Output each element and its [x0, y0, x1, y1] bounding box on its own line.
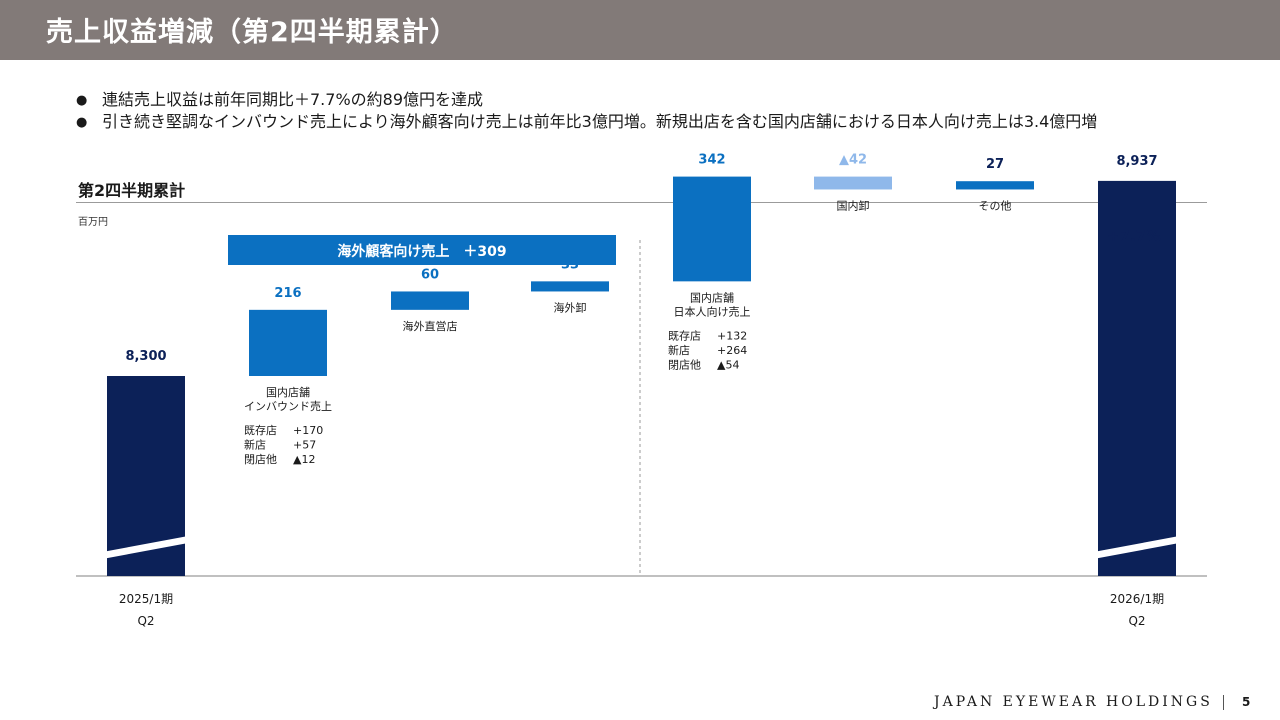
footer-brand-logo: JAPAN EYEWEAR HOLDINGS: [934, 694, 1213, 710]
bar-delta-overseas_wholesale: [531, 281, 609, 292]
title-bar: 売上収益増減（第2四半期累計）: [0, 0, 1280, 60]
detail-label: 既存店: [244, 423, 277, 437]
bar-delta-inbound: [249, 309, 327, 376]
value-label: 60: [421, 267, 439, 282]
page-title: 売上収益増減（第2四半期累計）: [46, 17, 458, 48]
category-label: Q2: [137, 614, 154, 628]
detail-label: 既存店: [668, 328, 701, 342]
bullet-marker: ●: [76, 93, 88, 108]
unit-label: 百万円: [78, 217, 108, 228]
category-label: 国内店舗: [266, 385, 310, 399]
section-divider: [76, 202, 1207, 203]
bar-delta-other: [956, 181, 1034, 190]
category-label: 海外卸: [554, 300, 587, 314]
bar-delta-domestic_jp: [673, 176, 751, 282]
footer-divider: [1223, 695, 1224, 710]
category-label: 海外直営店: [403, 319, 458, 333]
detail-label: 新店: [244, 438, 266, 452]
axis-break-mark: [97, 534, 199, 560]
category-label: インバウンド売上: [244, 400, 332, 413]
value-label: 342: [698, 153, 725, 168]
value-label: 27: [986, 157, 1004, 172]
summary-bullet-1: ● 連結売上収益は前年同期比＋7.7%の約89億円を達成: [76, 86, 483, 110]
category-label: Q2: [1128, 614, 1145, 628]
value-label: 8,937: [1116, 154, 1157, 169]
section-title: 第2四半期累計: [78, 181, 186, 200]
category-label: その他: [979, 199, 1012, 212]
detail-label: 新店: [668, 343, 690, 357]
bullet-text: 連結売上収益は前年同期比＋7.7%の約89億円を達成: [102, 90, 484, 109]
category-label: 日本人向け売上: [674, 304, 751, 318]
bullet-marker: ●: [76, 115, 88, 130]
growth-annotation: +7.7%: [1107, 227, 1161, 245]
bar-delta-domestic_wholesale: [814, 176, 892, 190]
group-annotation-text: 海外顧客向け売上 ＋309: [337, 243, 506, 260]
value-label: 216: [274, 286, 301, 301]
detail-value: +57: [293, 439, 316, 452]
detail-label: 閉店他: [244, 452, 277, 466]
summary-bullet-2: ● 引き続き堅調なインバウンド売上により海外顧客向け売上は前年比3億円増。新規出店…: [76, 108, 1097, 132]
detail-value: +264: [717, 344, 747, 357]
bar-total-end: [1098, 180, 1176, 576]
value-label: ▲42: [839, 153, 867, 168]
detail-value: +132: [717, 329, 747, 342]
bar-delta-overseas_direct: [391, 291, 469, 310]
detail-label: 閉店他: [668, 357, 701, 371]
detail-value: ▲12: [293, 453, 315, 466]
category-label: 国内卸: [837, 198, 870, 212]
detail-value: ▲54: [717, 358, 739, 371]
group-annotation-banner: [228, 235, 616, 265]
bullet-text: 引き続き堅調なインバウンド売上により海外顧客向け売上は前年比3億円増。新規出店を…: [102, 112, 1098, 131]
value-label: 8,300: [125, 349, 166, 364]
page-number: 5: [1242, 695, 1251, 709]
category-label: 2026/1期: [1110, 592, 1164, 606]
category-label: 国内店舗: [690, 290, 734, 304]
axis-break-mark: [1088, 534, 1190, 560]
category-label: 2025/1期: [119, 592, 173, 606]
detail-value: +170: [293, 424, 323, 437]
